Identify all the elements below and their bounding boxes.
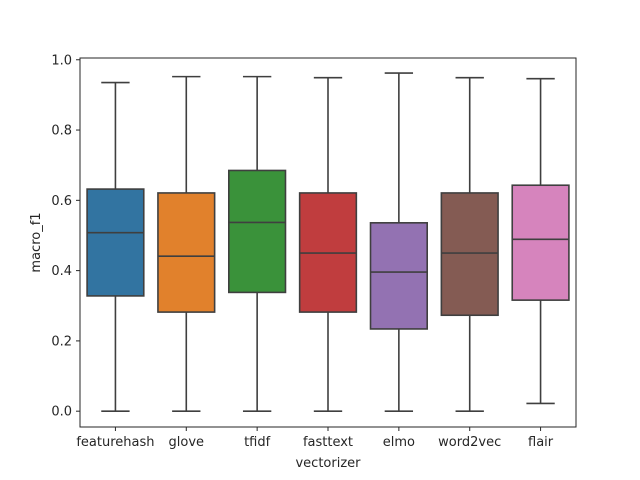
- iqr-box: [440, 192, 499, 317]
- box-featurehash: [86, 81, 145, 412]
- x-tick-label: tfidf: [244, 435, 271, 450]
- y-tick-label: 0.6: [51, 194, 72, 209]
- y-tick-label: 0.8: [51, 124, 72, 139]
- iqr-box: [157, 192, 216, 313]
- x-axis-label: vectorizer: [295, 456, 361, 471]
- x-tick-label: fasttext: [303, 435, 353, 450]
- box-elmo: [369, 72, 428, 412]
- plot-area: [86, 72, 570, 412]
- iqr-box: [228, 169, 287, 294]
- box-fasttext: [298, 76, 358, 412]
- x-axis: featurehash glove tfidf fasttext elmo word2ve…: [76, 427, 554, 450]
- y-tick-label: 0.2: [51, 334, 72, 349]
- y-tick-label: 0.0: [51, 405, 72, 420]
- x-tick-label: flair: [528, 435, 554, 450]
- box-tfidf: [228, 75, 287, 412]
- x-tick-label: featurehash: [76, 435, 154, 450]
- box-word2vec: [440, 76, 499, 412]
- box-glove: [157, 75, 216, 412]
- y-axis-label: macro_f1: [29, 212, 44, 272]
- iqr-box: [86, 188, 145, 297]
- x-tick-label: glove: [169, 435, 205, 450]
- x-tick-label: word2vec: [438, 435, 501, 450]
- x-tick-label: elmo: [383, 435, 415, 450]
- y-tick-label: 0.4: [51, 264, 72, 279]
- box-flair: [511, 77, 570, 405]
- y-tick-label: 1.0: [51, 53, 72, 68]
- y-axis: 0.0 0.2 0.4 0.6 0.8 1.0: [51, 53, 80, 420]
- iqr-box: [369, 222, 428, 330]
- iqr-box: [511, 184, 570, 301]
